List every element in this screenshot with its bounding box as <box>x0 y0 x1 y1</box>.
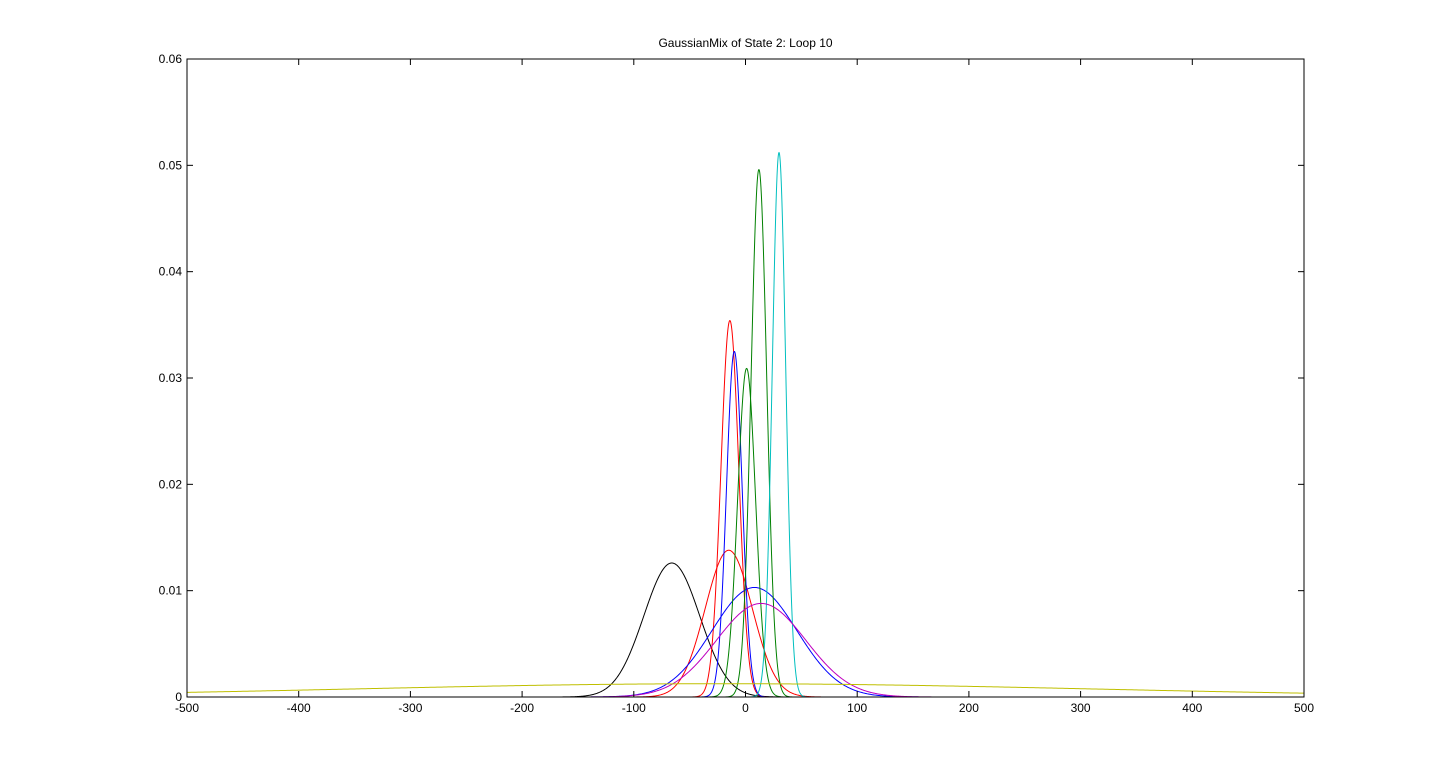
x-tick-label: 500 <box>1294 701 1314 715</box>
series-line-8 <box>745 151 813 698</box>
chart-title: GaussianMix of State 2: Loop 10 <box>658 36 832 50</box>
x-tick-label: -100 <box>622 701 646 715</box>
series-line-7 <box>719 168 798 698</box>
x-tick-label: 300 <box>1071 701 1091 715</box>
x-tick-label: -300 <box>398 701 422 715</box>
x-tick-label: 200 <box>959 701 979 715</box>
x-tick-label: -200 <box>510 701 534 715</box>
series-layer <box>186 151 1305 698</box>
y-tick-label: 0.04 <box>159 265 183 279</box>
y-tick-label: 0.02 <box>159 477 183 491</box>
series-line-4 <box>695 350 774 698</box>
x-tick-label: -400 <box>287 701 311 715</box>
x-tick-label: -500 <box>175 701 199 715</box>
y-tick-label: 0.01 <box>159 584 183 598</box>
y-tick-label: 0.03 <box>159 371 183 385</box>
y-tick-label: 0 <box>175 690 182 704</box>
x-tick-label: 100 <box>847 701 867 715</box>
x-tick-label: 0 <box>742 701 749 715</box>
x-tick-label: 400 <box>1182 701 1202 715</box>
axes-layer: -500 -400 -300 -200 -100 0 100 200 300 400 500 0 0.0… <box>159 52 1315 715</box>
series-line-10 <box>186 683 1305 694</box>
series-line-6 <box>701 367 792 698</box>
y-tick-label: 0.06 <box>159 52 183 66</box>
y-tick-label: 0.05 <box>159 158 183 172</box>
